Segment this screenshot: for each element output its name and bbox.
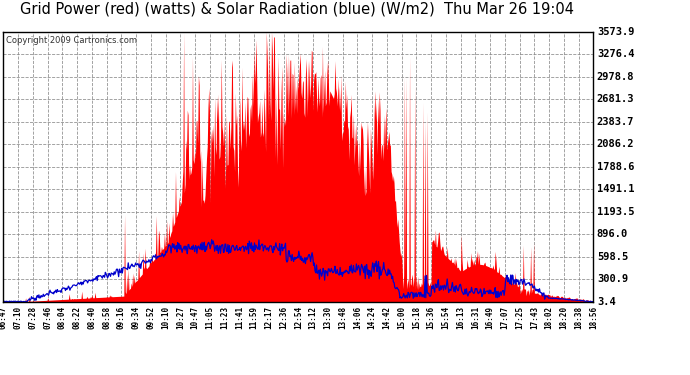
- Text: 14:06: 14:06: [353, 306, 362, 329]
- Text: 1193.5: 1193.5: [597, 207, 634, 217]
- Text: 2681.3: 2681.3: [597, 94, 634, 104]
- Text: 18:20: 18:20: [560, 306, 569, 329]
- Text: 3276.4: 3276.4: [597, 50, 634, 59]
- Text: Copyright 2009 Cartronics.com: Copyright 2009 Cartronics.com: [6, 36, 137, 45]
- Text: Grid Power (red) (watts) & Solar Radiation (blue) (W/m2)  Thu Mar 26 19:04: Grid Power (red) (watts) & Solar Radiati…: [20, 2, 573, 17]
- Text: 2383.7: 2383.7: [597, 117, 634, 127]
- Text: 09:16: 09:16: [117, 306, 126, 329]
- Text: 07:46: 07:46: [43, 306, 52, 329]
- Text: 3573.9: 3573.9: [597, 27, 634, 37]
- Text: 14:42: 14:42: [382, 306, 391, 329]
- Text: 12:54: 12:54: [294, 306, 303, 329]
- Text: 09:34: 09:34: [132, 306, 141, 329]
- Text: 17:07: 17:07: [500, 306, 509, 329]
- Text: 08:40: 08:40: [88, 306, 97, 329]
- Text: 08:58: 08:58: [102, 306, 111, 329]
- Text: 18:02: 18:02: [544, 306, 553, 329]
- Text: 13:12: 13:12: [308, 306, 317, 329]
- Text: 17:43: 17:43: [530, 306, 539, 329]
- Text: 18:56: 18:56: [589, 306, 598, 329]
- Text: 896.0: 896.0: [597, 230, 628, 239]
- Text: 2978.8: 2978.8: [597, 72, 634, 82]
- Text: 08:22: 08:22: [72, 306, 81, 329]
- Text: 598.5: 598.5: [597, 252, 628, 262]
- Text: 2086.2: 2086.2: [597, 140, 634, 149]
- Text: 16:13: 16:13: [456, 306, 465, 329]
- Text: 1788.6: 1788.6: [597, 162, 634, 172]
- Text: 15:18: 15:18: [412, 306, 421, 329]
- Text: 17:25: 17:25: [515, 306, 524, 329]
- Text: 10:27: 10:27: [176, 306, 185, 329]
- Text: 3.4: 3.4: [597, 297, 615, 307]
- Text: 1491.1: 1491.1: [597, 184, 634, 194]
- Text: 07:28: 07:28: [28, 306, 37, 329]
- Text: 11:59: 11:59: [250, 306, 259, 329]
- Text: 07:10: 07:10: [14, 306, 23, 329]
- Text: 13:30: 13:30: [324, 306, 333, 329]
- Text: 12:17: 12:17: [264, 306, 273, 329]
- Text: 15:54: 15:54: [442, 306, 451, 329]
- Text: 06:47: 06:47: [0, 306, 8, 329]
- Text: 09:52: 09:52: [146, 306, 155, 329]
- Text: 16:31: 16:31: [471, 306, 480, 329]
- Text: 14:24: 14:24: [368, 306, 377, 329]
- Text: 300.9: 300.9: [597, 274, 628, 284]
- Text: 15:36: 15:36: [426, 306, 435, 329]
- Text: 12:36: 12:36: [279, 306, 288, 329]
- Text: 16:49: 16:49: [486, 306, 495, 329]
- Text: 08:04: 08:04: [58, 306, 67, 329]
- Text: 13:48: 13:48: [338, 306, 347, 329]
- Text: 10:10: 10:10: [161, 306, 170, 329]
- Text: 18:38: 18:38: [574, 306, 583, 329]
- Text: 10:47: 10:47: [190, 306, 199, 329]
- Text: 11:05: 11:05: [206, 306, 215, 329]
- Text: 11:23: 11:23: [220, 306, 229, 329]
- Text: 11:41: 11:41: [235, 306, 244, 329]
- Text: 15:00: 15:00: [397, 306, 406, 329]
